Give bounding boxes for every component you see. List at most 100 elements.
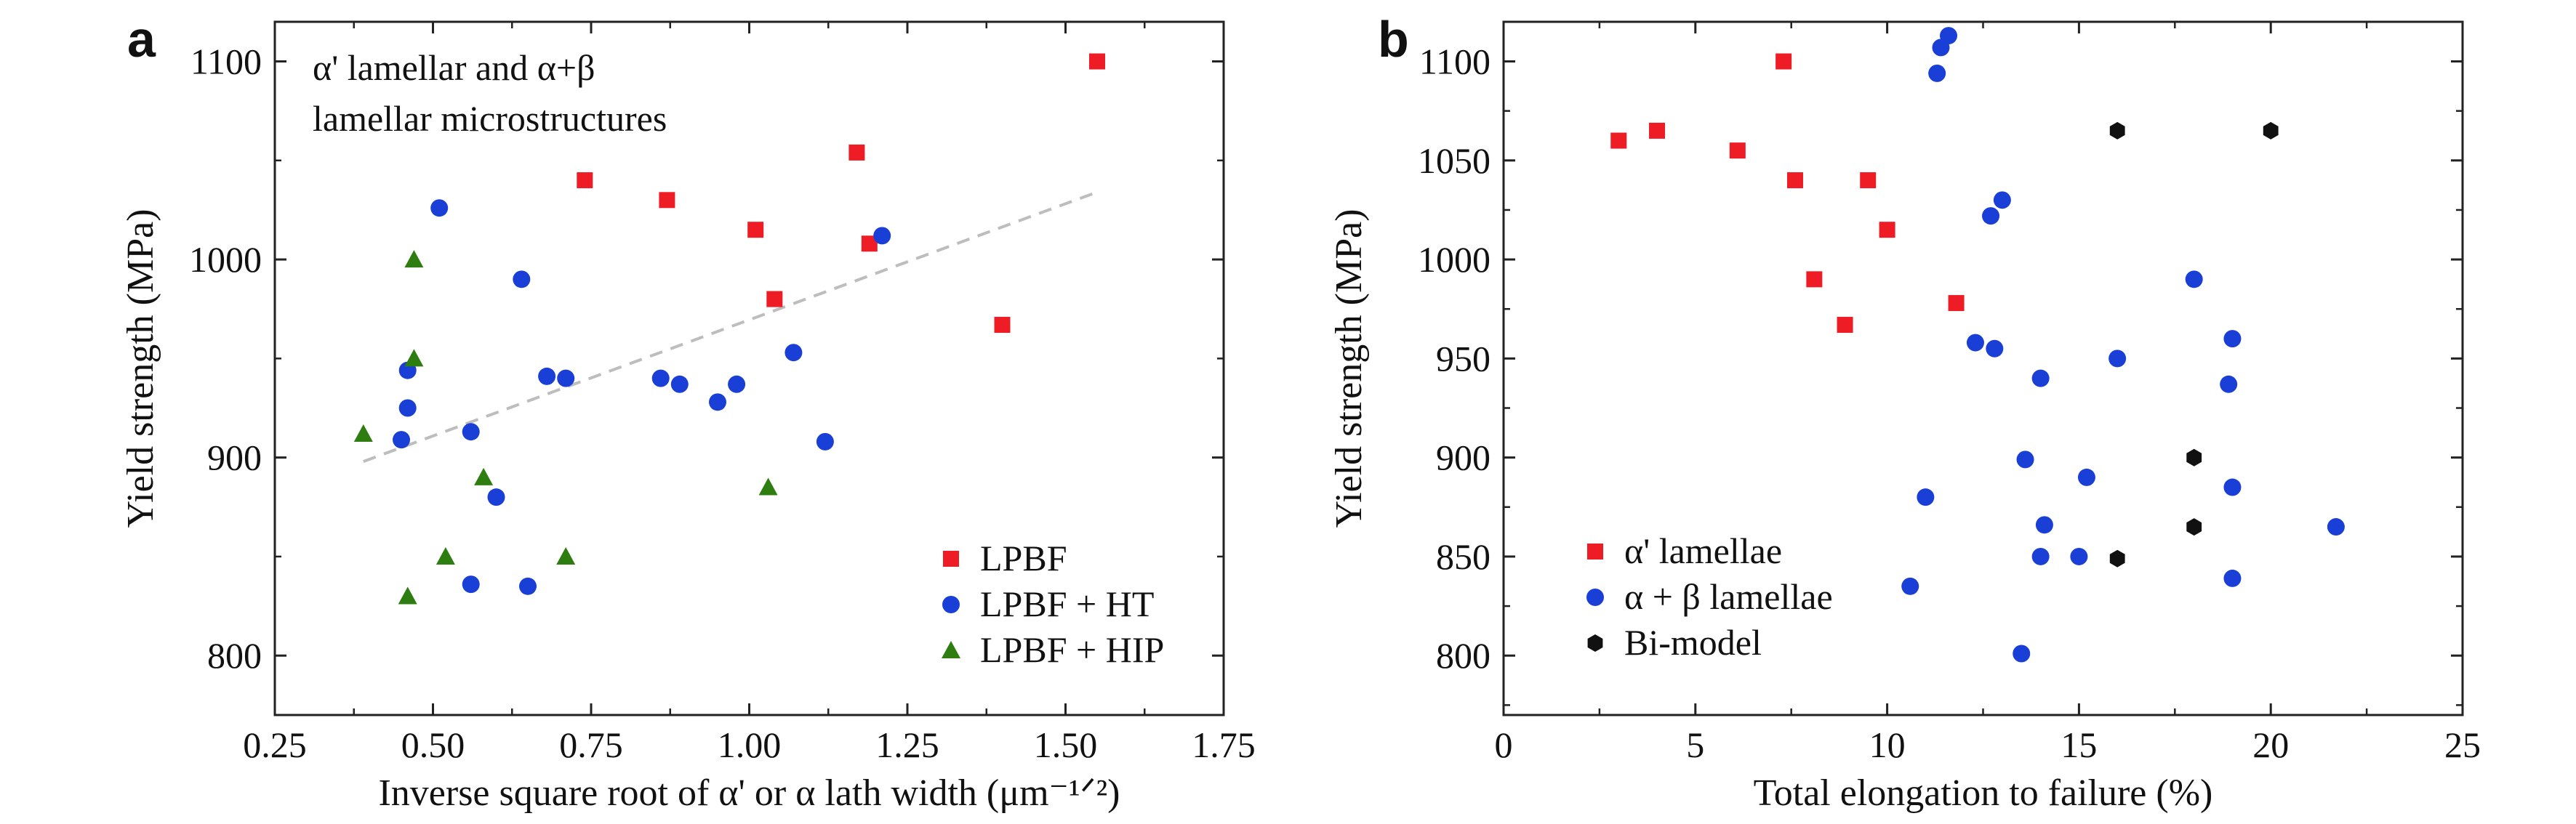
data-point (709, 393, 726, 411)
data-point (659, 192, 675, 209)
data-point (2223, 330, 2242, 348)
legend-label: LPBF (980, 538, 1067, 578)
legend-label: LPBF + HIP (980, 629, 1164, 670)
x-tick-label: 0 (1495, 724, 1513, 765)
data-point (1775, 53, 1792, 70)
x-tick-label: 10 (1869, 724, 1906, 765)
data-point (1729, 142, 1746, 159)
trend-line (363, 190, 1098, 463)
data-point (2186, 518, 2202, 536)
data-point (1901, 577, 1919, 595)
series-2 (353, 250, 778, 605)
data-point (398, 399, 417, 417)
y-tick-label: 1000 (1418, 239, 1490, 280)
data-point (873, 227, 891, 245)
y-tick-label: 900 (207, 437, 262, 478)
legend-marker (1587, 544, 1603, 560)
data-point (766, 291, 783, 307)
data-point (728, 375, 746, 393)
data-point (430, 199, 449, 217)
data-point (2070, 547, 2088, 565)
data-point (462, 423, 480, 441)
legend-label: α' lamellae (1624, 530, 1782, 571)
legend-label: LPBF + HT (980, 583, 1154, 624)
data-point (2077, 468, 2095, 486)
x-axis-label: Total elongation to failure (%) (1754, 772, 2213, 814)
data-point (1966, 334, 1984, 352)
x-tick-label: 5 (1686, 724, 1704, 765)
x-tick-label: 15 (2061, 724, 2097, 765)
data-point (404, 250, 424, 268)
x-tick-label: 0.50 (401, 724, 465, 765)
data-point (2185, 270, 2203, 288)
data-point (2031, 369, 2050, 387)
x-tick-label: 1.00 (718, 724, 782, 765)
data-point (557, 369, 575, 387)
data-point (556, 546, 576, 565)
series-1 (393, 199, 891, 595)
y-tick-label: 1000 (189, 239, 262, 280)
data-point (670, 375, 689, 393)
data-point (353, 424, 373, 442)
data-point (1786, 172, 1803, 189)
series-1 (1901, 27, 2345, 663)
data-point (785, 344, 803, 362)
data-point (538, 367, 556, 385)
panel-letter: a (127, 11, 156, 68)
y-tick-label: 850 (1436, 536, 1490, 577)
data-point (1806, 271, 1823, 288)
y-tick-label: 1050 (1418, 140, 1490, 181)
data-point (2223, 569, 2242, 587)
x-tick-label: 0.75 (559, 724, 623, 765)
x-tick-label: 25 (2444, 724, 2481, 765)
data-point (1940, 27, 1958, 45)
y-tick-label: 1100 (190, 41, 262, 82)
data-point (1917, 488, 1935, 506)
data-point (994, 317, 1011, 334)
legend-marker (942, 596, 960, 613)
y-tick-label: 800 (1436, 635, 1490, 676)
data-point (513, 270, 531, 288)
data-point (1089, 53, 1105, 70)
data-point (747, 222, 764, 238)
data-point (848, 144, 865, 161)
x-tick-label: 20 (2252, 724, 2289, 765)
legend: α' lamellae α + β lamellae Bi-model (1586, 530, 1833, 663)
legend-label: Bi-model (1624, 622, 1762, 663)
data-point (1986, 339, 2004, 358)
data-point (1649, 122, 1666, 139)
annotation-line: α' lamellar and α+β (313, 47, 595, 88)
legend-marker (1586, 589, 1604, 606)
data-point (2327, 518, 2345, 536)
data-point (2108, 350, 2127, 368)
data-point (1928, 64, 1946, 82)
y-tick-label: 1100 (1419, 41, 1490, 82)
panel-b: b 0 5 10 15 20 25 800 850 900 950 1000 1050 1100 Total… (1328, 11, 2481, 814)
data-point (2016, 451, 2034, 469)
data-point (393, 431, 410, 449)
data-point (519, 577, 537, 595)
legend-label: α + β lamellae (1624, 576, 1833, 617)
legend-marker (1587, 634, 1603, 652)
y-axis-label: Yield strength (MPa) (120, 209, 161, 528)
data-point (1982, 207, 2000, 225)
series-0 (1610, 53, 1965, 334)
legend-marker (942, 641, 960, 658)
data-point (1993, 191, 2011, 209)
data-point (404, 349, 424, 367)
panel-a: a 0.25 0.50 0.75 1.00 1.25 1.50 1.75 800 900 1000 1… (120, 11, 1256, 814)
data-point (2220, 375, 2238, 393)
data-point (758, 477, 778, 496)
data-point (2223, 478, 2242, 496)
y-tick-label: 900 (1436, 437, 1490, 478)
x-tick-label: 1.50 (1034, 724, 1098, 765)
data-point (2035, 516, 2053, 534)
data-point (2109, 549, 2125, 567)
y-axis-label: Yield strength (MPa) (1328, 209, 1370, 528)
data-point (1948, 295, 1965, 312)
data-point (398, 586, 417, 605)
data-point (1610, 132, 1627, 149)
data-point (2013, 645, 2031, 663)
y-tick-label: 950 (1436, 338, 1490, 379)
data-point (577, 172, 593, 189)
